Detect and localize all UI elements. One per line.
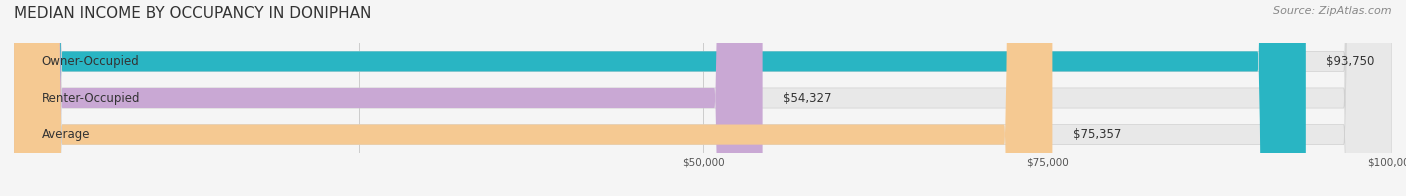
Text: Renter-Occupied: Renter-Occupied: [42, 92, 141, 104]
Text: Average: Average: [42, 128, 90, 141]
FancyBboxPatch shape: [14, 0, 762, 196]
FancyBboxPatch shape: [14, 0, 1306, 196]
FancyBboxPatch shape: [14, 0, 1392, 196]
Text: MEDIAN INCOME BY OCCUPANCY IN DONIPHAN: MEDIAN INCOME BY OCCUPANCY IN DONIPHAN: [14, 6, 371, 21]
Text: Owner-Occupied: Owner-Occupied: [42, 55, 139, 68]
FancyBboxPatch shape: [14, 0, 1052, 196]
Text: Source: ZipAtlas.com: Source: ZipAtlas.com: [1274, 6, 1392, 16]
Text: $54,327: $54,327: [783, 92, 832, 104]
Text: $93,750: $93,750: [1326, 55, 1375, 68]
FancyBboxPatch shape: [14, 0, 1392, 196]
FancyBboxPatch shape: [14, 0, 1392, 196]
Text: $75,357: $75,357: [1073, 128, 1122, 141]
